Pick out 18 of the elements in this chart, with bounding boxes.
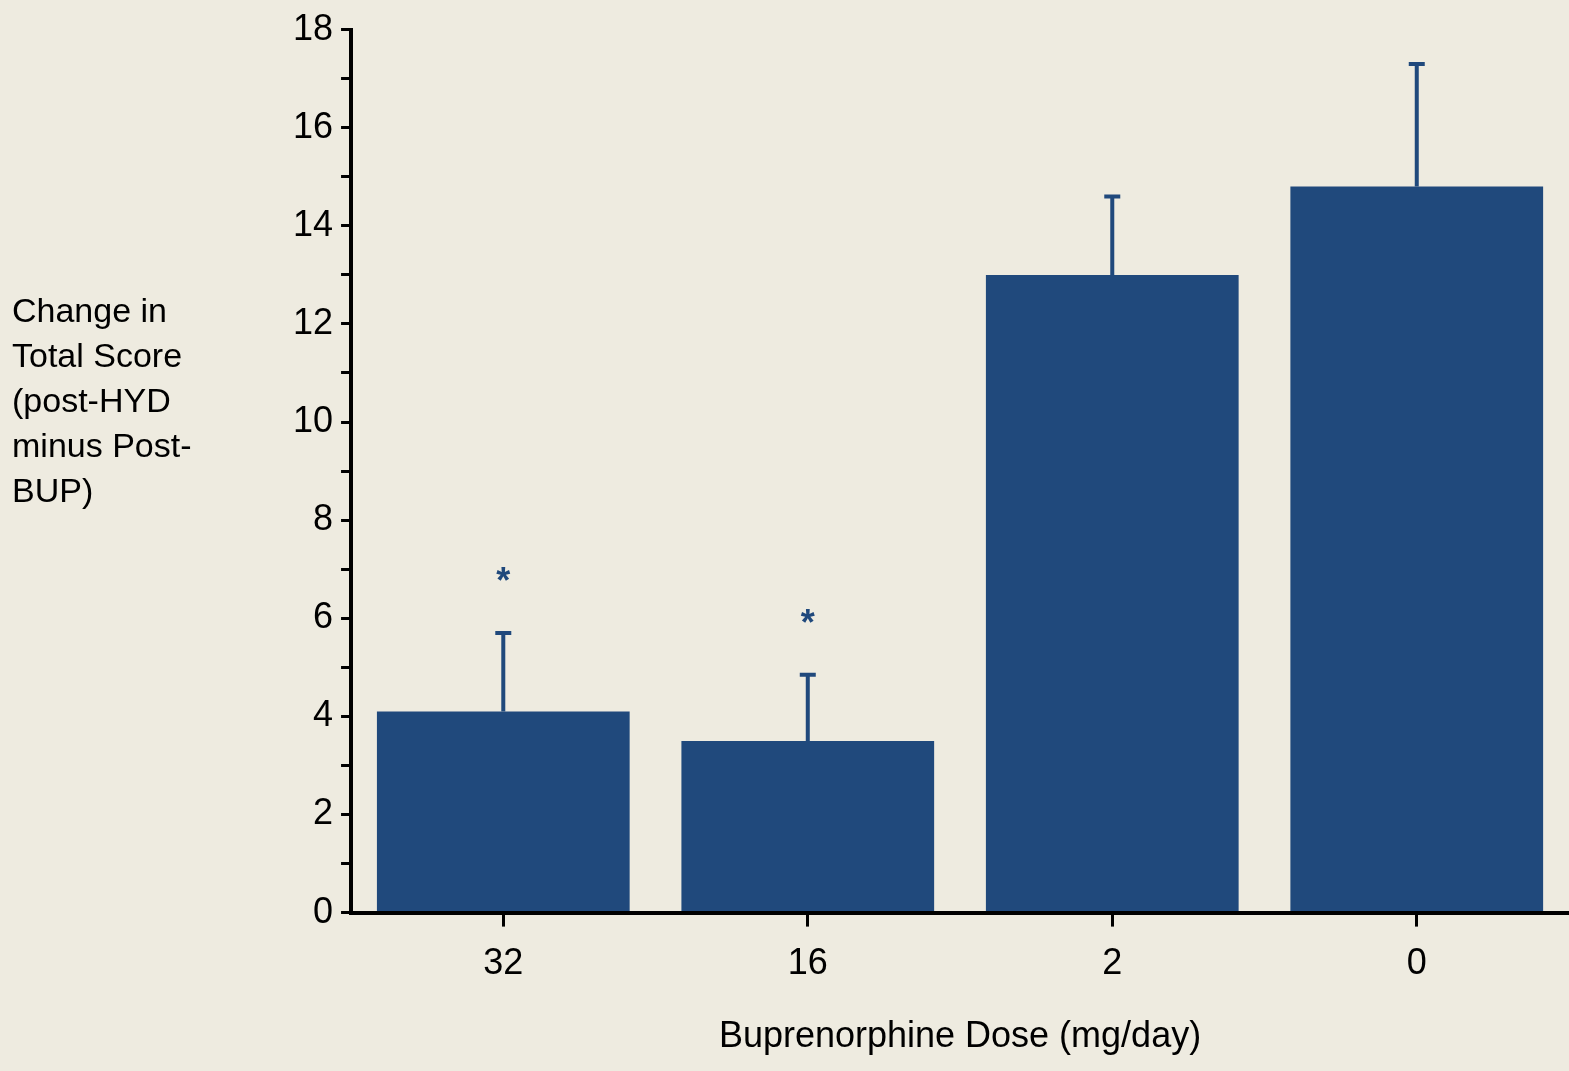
y-tick-label: 2 [313,791,334,833]
x-tick-label: 32 [483,941,524,983]
annotation: * [496,559,511,601]
x-tick-label: 16 [787,941,828,983]
y-axis-title: Change in Total Score (post-HYD minus Post-BUP) [12,290,193,511]
y-tick-label: 12 [293,300,334,342]
x-axis-title: Buprenorphine Dose (mg/day) [718,1014,1202,1056]
y-tick-label: 4 [313,693,334,735]
y-tick-label: 0 [313,889,334,931]
x-tick-label: 2 [1102,941,1123,983]
x-tick-label: 0 [1406,941,1427,983]
y-tick-label: 16 [293,104,334,146]
y-tick-label: 10 [293,398,334,440]
annotation: * [800,601,815,643]
y-tick-label: 14 [293,202,334,244]
y-tick-label: 18 [293,6,334,48]
y-tick-label: 8 [313,497,334,539]
y-tick-label: 6 [313,595,334,637]
